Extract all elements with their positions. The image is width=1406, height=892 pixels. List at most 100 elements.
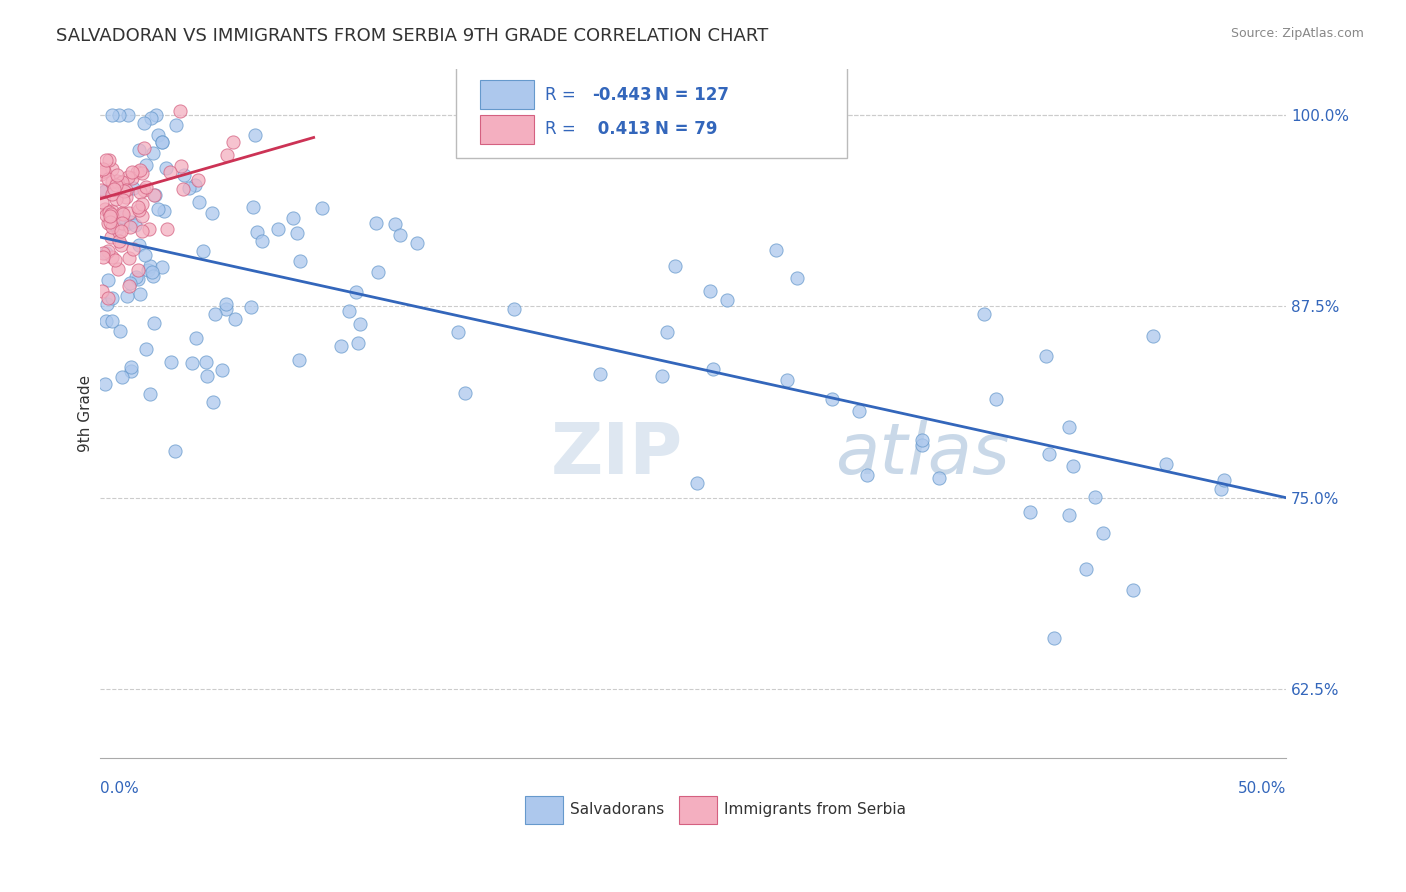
Point [112, 184, 135, 198]
Point [139, 259, 162, 273]
Point [115, 218, 138, 232]
Point [150, 135, 173, 149]
Point [267, 222, 290, 236]
Point [98, 153, 121, 168]
Point [786, 270, 808, 285]
Point [135, 180, 157, 194]
Point [105, 168, 128, 182]
Point [664, 259, 686, 273]
Point [105, 174, 128, 188]
Point [134, 248, 156, 262]
Point [94, 376, 117, 391]
Point [181, 356, 204, 370]
Point [330, 339, 353, 353]
Point [101, 203, 124, 218]
Point [124, 218, 146, 232]
Point [142, 145, 165, 160]
Point [110, 237, 132, 252]
Point [129, 163, 152, 178]
Point [281, 211, 304, 225]
Point [250, 234, 273, 248]
Point [132, 140, 155, 154]
Point [127, 272, 149, 286]
Point [120, 219, 142, 234]
Text: 0.0%: 0.0% [100, 781, 139, 797]
Point [131, 209, 153, 223]
Point [183, 178, 205, 192]
Point [94, 185, 117, 199]
Point [191, 244, 214, 259]
Point [150, 260, 173, 275]
Point [118, 206, 141, 220]
Point [115, 183, 138, 197]
Point [195, 368, 218, 383]
Point [367, 265, 389, 279]
FancyBboxPatch shape [679, 797, 717, 823]
Point [94, 184, 117, 198]
Point [364, 216, 387, 230]
Point [1038, 447, 1060, 461]
Point [141, 265, 163, 279]
Point [1057, 420, 1080, 434]
Point [101, 186, 124, 201]
Point [1019, 505, 1042, 519]
Point [337, 304, 360, 318]
Point [285, 227, 308, 241]
Point [776, 373, 799, 387]
Point [129, 186, 152, 200]
FancyBboxPatch shape [479, 115, 534, 144]
Point [179, 180, 201, 194]
Point [215, 297, 238, 311]
Text: 50.0%: 50.0% [1237, 781, 1286, 797]
Point [120, 360, 142, 375]
Point [928, 471, 950, 485]
Point [1154, 457, 1177, 471]
Point [201, 395, 224, 409]
Point [589, 368, 612, 382]
Point [121, 364, 143, 378]
Point [93, 245, 115, 260]
Point [111, 210, 134, 224]
Point [848, 404, 870, 418]
Point [384, 217, 406, 231]
Point [128, 202, 150, 217]
Point [127, 263, 149, 277]
Point [104, 253, 127, 268]
Point [97, 273, 120, 287]
Point [135, 342, 157, 356]
Point [96, 297, 118, 311]
Point [246, 225, 269, 239]
Point [131, 166, 153, 180]
Text: atlas: atlas [835, 420, 1010, 489]
Point [136, 263, 159, 277]
Point [120, 215, 142, 229]
Text: Immigrants from Serbia: Immigrants from Serbia [724, 803, 905, 817]
Point [98, 205, 121, 219]
Point [702, 361, 724, 376]
Point [127, 200, 149, 214]
Point [821, 392, 844, 406]
Point [98, 215, 121, 229]
Point [138, 221, 160, 235]
Point [143, 187, 166, 202]
Point [159, 355, 181, 369]
Point [194, 355, 217, 369]
Point [91, 194, 114, 209]
Point [146, 128, 169, 143]
Point [108, 107, 131, 121]
Point [100, 230, 122, 244]
Point [90, 167, 112, 181]
Point [131, 196, 153, 211]
Point [406, 235, 429, 250]
Text: N = 79: N = 79 [655, 120, 717, 138]
Point [187, 173, 209, 187]
Point [101, 291, 124, 305]
Point [1076, 562, 1098, 576]
Point [222, 135, 245, 149]
Point [94, 246, 117, 260]
Point [311, 201, 333, 215]
Point [1035, 350, 1057, 364]
Point [170, 159, 193, 173]
Point [90, 183, 112, 197]
Point [349, 317, 371, 331]
